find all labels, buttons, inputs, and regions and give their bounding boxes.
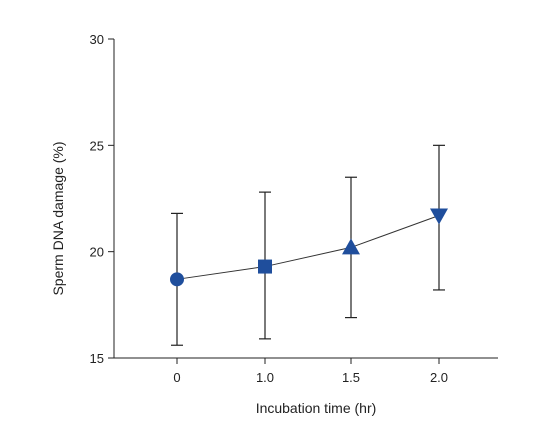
- y-tick-label: 25: [90, 138, 104, 153]
- data-point-square: [258, 259, 272, 274]
- x-tick-label: 1.5: [342, 370, 360, 385]
- y-tick-label: 15: [90, 351, 104, 366]
- x-tick-label: 0: [173, 370, 180, 385]
- y-tick-label: 20: [90, 245, 104, 260]
- data-point-triangle-up: [342, 238, 360, 255]
- x-tick-label: 2.0: [430, 370, 448, 385]
- y-tick-label: 30: [90, 32, 104, 47]
- y-axis-title: Sperm DNA damage (%): [50, 141, 66, 295]
- series-line: [176, 215, 440, 280]
- data-point-circle: [170, 272, 184, 287]
- data-point-triangle-down: [430, 208, 448, 225]
- x-axis-title: Incubation time (hr): [256, 400, 377, 416]
- x-tick-label: 1.0: [256, 370, 274, 385]
